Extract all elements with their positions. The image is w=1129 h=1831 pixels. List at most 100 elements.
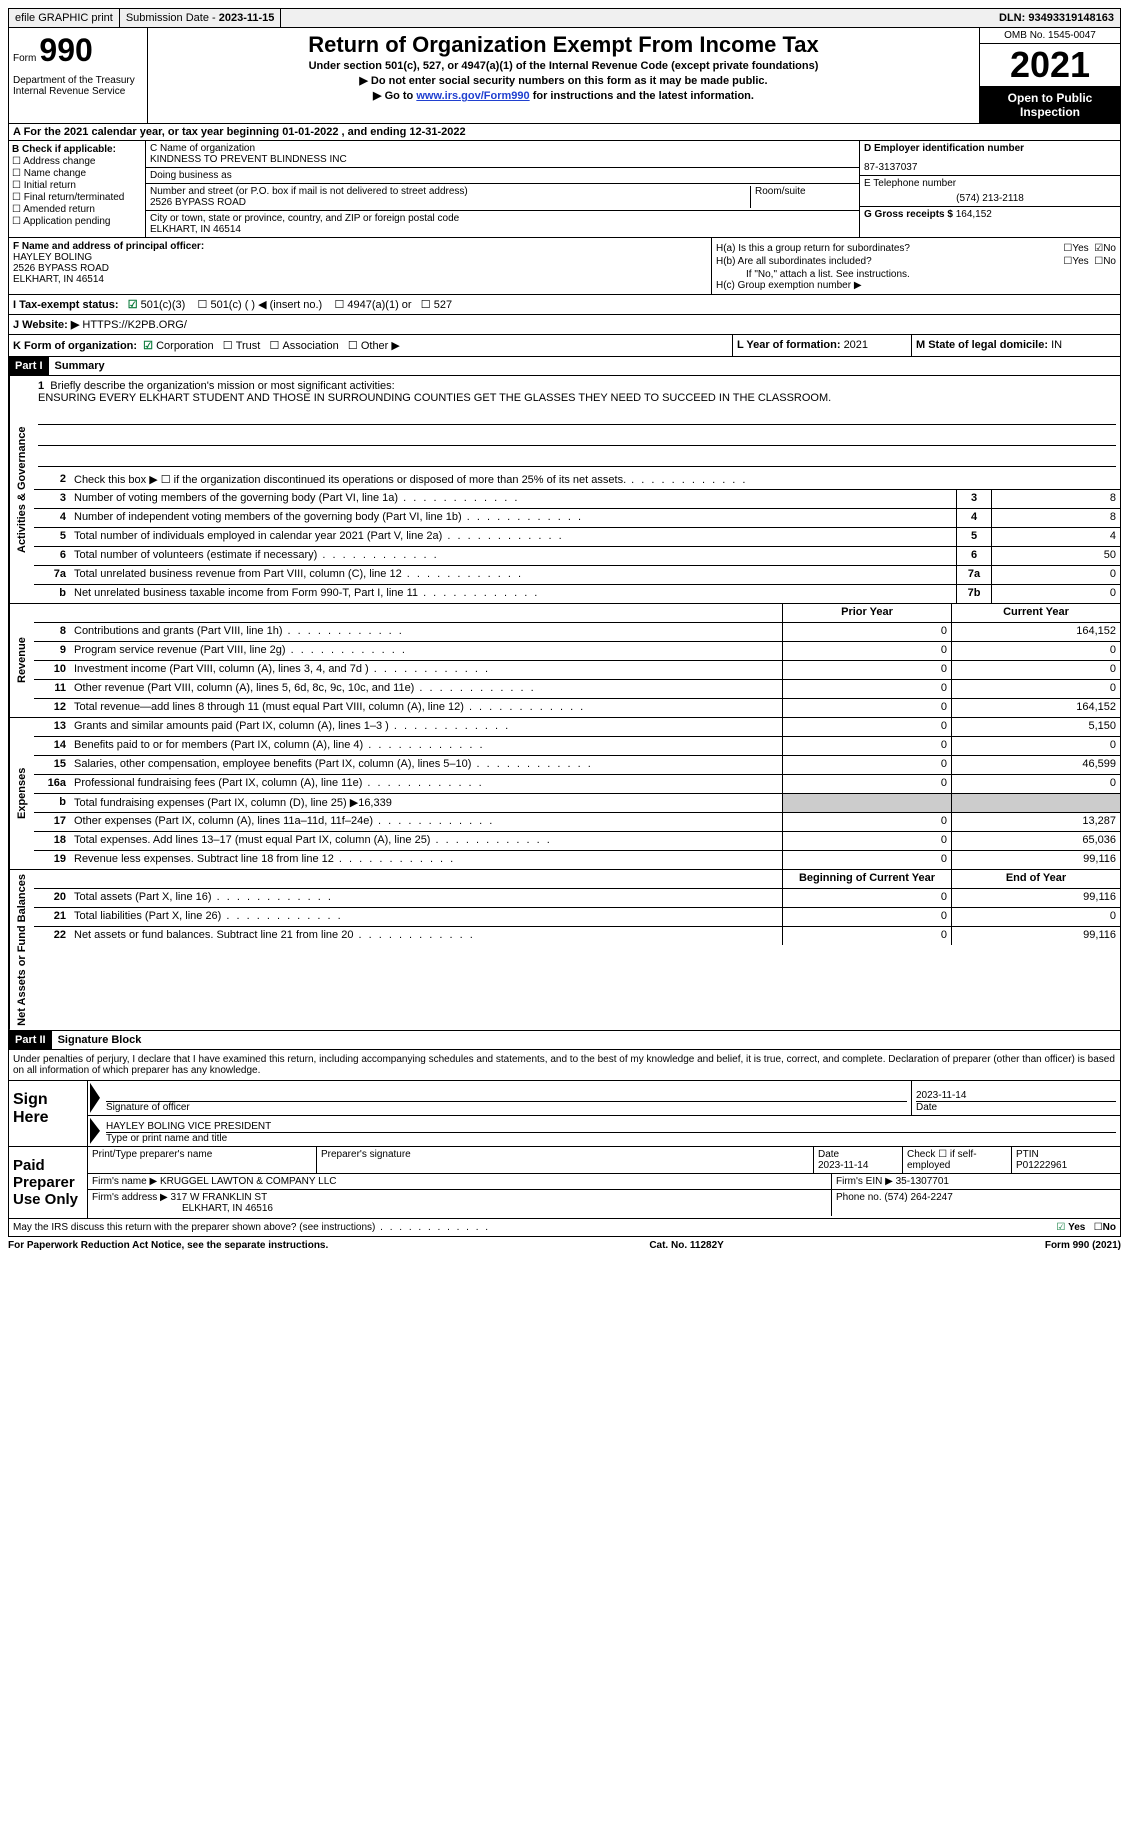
officer-name: HAYLEY BOLING xyxy=(13,252,707,263)
current-val: 99,116 xyxy=(951,851,1120,869)
check-527[interactable] xyxy=(421,299,431,311)
line-num: 7a xyxy=(34,566,70,584)
sub3-pre: Go to xyxy=(385,90,417,102)
org-name-label: C Name of organization xyxy=(150,143,855,154)
prior-val: 0 xyxy=(782,699,951,717)
netassets-section: Net Assets or Fund Balances Beginning of… xyxy=(8,870,1121,1031)
officer-city: ELKHART, IN 46514 xyxy=(13,274,707,285)
ha-no-check[interactable] xyxy=(1094,243,1103,254)
revenue-line-12: 12 Total revenue—add lines 8 through 11 … xyxy=(34,699,1120,717)
website-row: J Website: ▶ HTTPS://K2PB.ORG/ xyxy=(8,315,1121,335)
blank xyxy=(70,604,782,622)
submission-label: Submission Date - xyxy=(126,12,219,24)
check-corp[interactable] xyxy=(143,340,156,352)
summary-line-b: b Net unrelated business taxable income … xyxy=(34,585,1120,603)
sub3-post: for instructions and the latest informat… xyxy=(533,90,754,102)
check-initial-return[interactable]: Initial return xyxy=(12,180,142,191)
part2-title: Signature Block xyxy=(52,1031,148,1049)
check-amended-return[interactable]: Amended return xyxy=(12,204,142,215)
netasset-header-row: Beginning of Current Year End of Year xyxy=(34,870,1120,889)
page-footer: For Paperwork Reduction Act Notice, see … xyxy=(8,1237,1121,1254)
current-val: 13,287 xyxy=(951,813,1120,831)
prior-val: 0 xyxy=(782,737,951,755)
ha-yes-check[interactable] xyxy=(1063,243,1072,254)
dln-value: 93493319148163 xyxy=(1028,12,1114,24)
mission-line-1 xyxy=(38,410,1116,425)
summary-line-6: 6 Total number of volunteers (estimate i… xyxy=(34,547,1120,566)
city-cell: City or town, state or province, country… xyxy=(146,211,859,237)
firm-ein-label: Firm's EIN ▶ xyxy=(836,1176,896,1187)
officer-label: F Name and address of principal officer: xyxy=(13,241,204,252)
prep-date: 2023-11-14 xyxy=(818,1160,868,1171)
line-val: 8 xyxy=(991,490,1120,508)
col-b-checkboxes: B Check if applicable: Address change Na… xyxy=(9,141,146,237)
dba-label: Doing business as xyxy=(150,170,855,181)
year-box: OMB No. 1545-0047 2021 Open to Public In… xyxy=(979,28,1120,123)
dln-cell: DLN: 93493319148163 xyxy=(993,9,1120,27)
firm-addr: 317 W FRANKLIN ST xyxy=(171,1192,268,1203)
check-final-return[interactable]: Final return/terminated xyxy=(12,192,142,203)
revenue-line-11: 11 Other revenue (Part VIII, column (A),… xyxy=(34,680,1120,699)
line-num: b xyxy=(34,794,70,812)
hc-label: H(c) Group exemption number ▶ xyxy=(716,280,1116,291)
summary-line-7a: 7a Total unrelated business revenue from… xyxy=(34,566,1120,585)
check-other[interactable] xyxy=(348,340,358,352)
preparer-body: Print/Type preparer's name Preparer's si… xyxy=(88,1147,1120,1218)
hb-yes-check[interactable] xyxy=(1063,256,1072,267)
prep-check-self[interactable]: Check ☐ if self-employed xyxy=(903,1147,1012,1173)
check-name-change[interactable]: Name change xyxy=(12,168,142,179)
summary-line-5: 5 Total number of individuals employed i… xyxy=(34,528,1120,547)
beg-val: 0 xyxy=(782,889,951,907)
line-num: 11 xyxy=(34,680,70,698)
expense-line-16a: 16a Professional fundraising fees (Part … xyxy=(34,775,1120,794)
line-num: 3 xyxy=(34,490,70,508)
current-val: 0 xyxy=(951,680,1120,698)
line-desc: Net unrelated business taxable income fr… xyxy=(70,585,956,603)
check-assoc[interactable] xyxy=(270,340,280,352)
check-address-change[interactable]: Address change xyxy=(12,156,142,167)
line-desc: Net assets or fund balances. Subtract li… xyxy=(70,927,782,945)
check-trust[interactable] xyxy=(223,340,233,352)
officer-street: 2526 BYPASS ROAD xyxy=(13,263,707,274)
preparer-row-2: Firm's name ▶ KRUGGEL LAWTON & COMPANY L… xyxy=(88,1174,1120,1190)
current-val: 164,152 xyxy=(951,699,1120,717)
check-application-pending[interactable]: Application pending xyxy=(12,216,142,227)
check-501c[interactable] xyxy=(198,299,208,311)
ein-cell: D Employer identification number 87-3137… xyxy=(860,141,1120,176)
line-desc: Total liabilities (Part X, line 26) xyxy=(70,908,782,926)
gross-value: 164,152 xyxy=(956,209,992,220)
line-box: 3 xyxy=(956,490,991,508)
discuss-yes[interactable] xyxy=(1056,1222,1068,1233)
line-desc: Number of voting members of the governin… xyxy=(70,490,956,508)
line-num: 8 xyxy=(34,623,70,641)
submission-cell: Submission Date - 2023-11-15 xyxy=(120,9,282,27)
row-fh: F Name and address of principal officer:… xyxy=(8,238,1121,295)
city-label: City or town, state or province, country… xyxy=(150,213,855,224)
discuss-no[interactable] xyxy=(1094,1222,1103,1233)
form-label: Form xyxy=(13,53,36,64)
current-val: 5,150 xyxy=(951,718,1120,736)
check-4947[interactable] xyxy=(334,299,344,311)
line-num: 9 xyxy=(34,642,70,660)
sign-here-body: Signature of officer 2023-11-14 Date HAY… xyxy=(88,1081,1120,1146)
prior-val: 0 xyxy=(782,661,951,679)
summary-line-2: 2 Check this box ▶ ☐ if the organization… xyxy=(34,471,1120,490)
phone-value: (574) 264-2247 xyxy=(884,1192,952,1203)
net-line-20: 20 Total assets (Part X, line 16) 0 99,1… xyxy=(34,889,1120,908)
line-num: 4 xyxy=(34,509,70,527)
line-desc: Total fundraising expenses (Part IX, col… xyxy=(70,794,782,812)
part1-header: Part I Summary xyxy=(8,357,1121,376)
expense-line-15: 15 Salaries, other compensation, employe… xyxy=(34,756,1120,775)
end-val: 99,116 xyxy=(951,927,1120,945)
prior-val: 0 xyxy=(782,718,951,736)
line-num: 10 xyxy=(34,661,70,679)
hb-no-check[interactable] xyxy=(1094,256,1103,267)
check-501c3[interactable] xyxy=(128,299,141,311)
dba-cell: Doing business as xyxy=(146,168,859,184)
current-val: 46,599 xyxy=(951,756,1120,774)
irs-link[interactable]: www.irs.gov/Form990 xyxy=(416,90,529,102)
subtitle-1: Under section 501(c), 527, or 4947(a)(1)… xyxy=(152,60,975,72)
revenue-header-row: Prior Year Current Year xyxy=(34,604,1120,623)
org-name: KINDNESS TO PREVENT BLINDNESS INC xyxy=(150,154,855,165)
ein-value: 87-3137037 xyxy=(864,162,1116,173)
